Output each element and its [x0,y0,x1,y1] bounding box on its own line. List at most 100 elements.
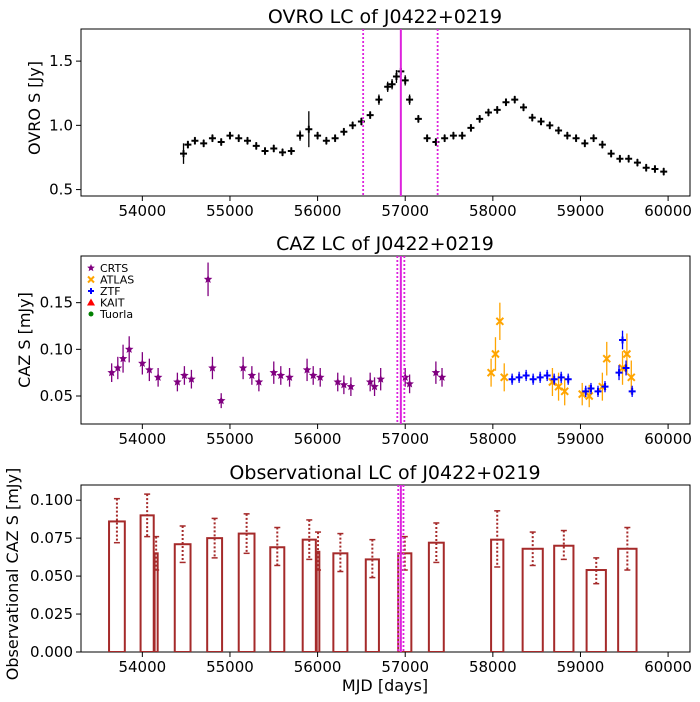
obs-bar [315,550,321,652]
caz-panel: CAZ LC of J0422+0219 CAZ S [mJy] 54000 55… [15,233,692,448]
caz-ztf-point [615,369,623,377]
ovro-ovro-point [279,148,287,156]
caz-ztf-point [536,373,544,381]
obs-bar [173,543,192,652]
ovro-ovro-point [572,134,580,142]
caz-crts-point [269,368,279,377]
caz-crts-point [333,377,342,386]
legend-marker-kait [87,298,95,306]
obs-bar [206,537,224,652]
ovro-ovro-point [191,137,199,145]
ovro-ovro-point [563,132,571,140]
caz-crts-point [346,382,356,391]
caz-ztf-point [529,375,537,383]
obs-bar [108,520,126,652]
obs-xtick-label: 60000 [644,658,692,676]
ovro-ovro-point [375,96,383,104]
obs-axes-frame [80,484,691,653]
caz-ztf-point [587,385,595,393]
caz-xtick-label: 55000 [206,430,254,448]
ovro-ovro-point [235,134,243,142]
ovro-ovro-point [388,80,396,88]
caz-ztf-point [522,371,530,379]
ovro-ovro-point [423,134,431,142]
caz-crts-point [187,374,196,383]
ovro-ovro-point [642,164,650,172]
legend-label-atlas: ATLAS [100,274,134,287]
ovro-ovro-point [502,98,510,106]
ovro-ovro-point [200,139,208,147]
caz-crts-point [113,363,123,372]
caz-atlas-point [622,349,632,359]
caz-crts-point [180,371,189,380]
obs-ylabel: Observational CAZ S [mJy] [3,468,22,680]
legend-label-tuorla: Tuorla [99,308,133,321]
caz-crts-point [339,380,349,389]
legend-label-kait: KAIT [100,297,125,310]
caz-ztf-point [543,371,551,379]
ovro-ovro-point [340,128,348,136]
caz-ztf-point [594,387,602,395]
ovro-ovro-point [217,138,225,146]
ovro-ovro-point [401,76,409,84]
caz-crts-point [405,379,414,388]
caz-crts-point [203,274,213,283]
ovro-ovro-point [607,150,615,158]
ovro-ovro-point [555,126,563,134]
obs-title: Observational LC of J0422+0219 [229,462,540,484]
ovro-ovro-point [331,134,339,142]
ovro-xtick-label: 55000 [206,202,254,220]
caz-atlas-point [602,354,611,363]
caz-crts-point [254,377,264,386]
legend-label-crts: CRTS [100,262,128,275]
ovro-ovro-point [467,124,475,132]
obs-ytick-label: 0.000 [30,643,73,661]
obs-xtick-label: 59000 [557,658,605,676]
obs-xtick-label: 55000 [206,658,254,676]
caz-crts-point [173,377,182,386]
ovro-ovro-point [243,137,251,145]
obs-plot-area: 54000 55000 56000 57000 58000 59000 60000 0.000… [30,484,692,676]
ovro-ovro-point [660,168,668,176]
ovro-ylabel: OVRO S [Jy] [25,61,44,155]
ovro-ovro-point [349,121,357,129]
caz-crts-point [247,371,257,380]
caz-crts-point [238,363,248,372]
ovro-ovro-point [287,147,295,155]
caz-ztf-point [582,387,590,395]
obs-bar [153,552,159,652]
caz-crts-point [138,358,147,367]
ovro-ytick-label: 1.0 [49,116,73,134]
obs-xtick-label: 58000 [469,658,517,676]
ovro-ovro-point [296,132,304,140]
ovro-ovro-point [476,115,484,123]
ovro-ovro-point [616,155,624,163]
caz-ztf-point [515,373,523,381]
ovro-ovro-point [441,134,449,142]
obs-bar [237,532,256,652]
obs-bar [364,558,380,652]
ovro-ytick-label: 1.5 [49,52,73,70]
caz-ztf-point [601,383,609,391]
ovro-title: OVRO LC of J0422+0219 [268,6,502,28]
ovro-ovro-point [406,96,414,104]
obs-xlabel: MJD [days] [342,676,428,695]
ovro-ovro-point [581,139,589,147]
ovro-ovro-point [484,109,492,116]
ovro-ovro-point [322,137,330,145]
caz-crts-point [365,377,375,386]
caz-ylabel: CAZ S [mJy] [15,292,34,388]
caz-ztf-point [564,375,572,383]
ovro-ytick-label: 0.5 [49,181,73,199]
ovro-ovro-point [449,132,457,140]
ovro-ovro-point [598,141,606,149]
caz-atlas-point [618,363,627,373]
ovro-ovro-point [493,106,501,114]
caz-ztf-point [557,373,565,381]
ovro-ovro-point [252,142,260,150]
caz-crts-point [107,368,116,377]
obs-panel: Observational LC of J0422+0219 Observati… [3,462,692,695]
obs-ytick-label: 0.075 [30,529,73,547]
ovro-marks [180,63,668,176]
